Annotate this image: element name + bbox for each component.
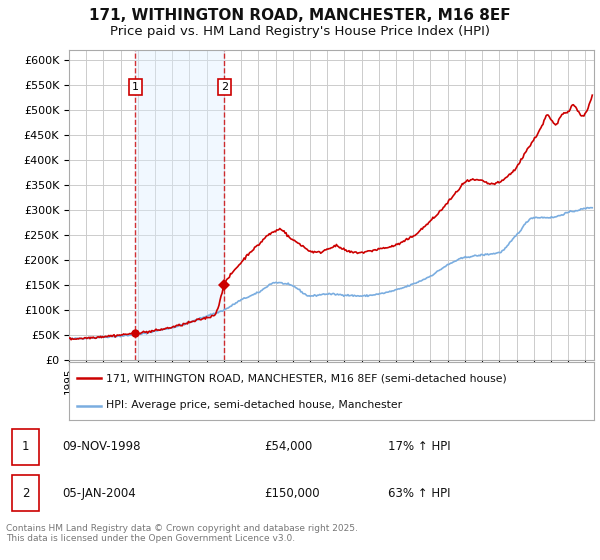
Text: Contains HM Land Registry data © Crown copyright and database right 2025.
This d: Contains HM Land Registry data © Crown c… bbox=[6, 524, 358, 543]
Text: 17% ↑ HPI: 17% ↑ HPI bbox=[388, 441, 451, 454]
Text: 2: 2 bbox=[22, 487, 29, 500]
Text: Price paid vs. HM Land Registry's House Price Index (HPI): Price paid vs. HM Land Registry's House … bbox=[110, 26, 490, 39]
FancyBboxPatch shape bbox=[12, 429, 39, 465]
Text: 09-NOV-1998: 09-NOV-1998 bbox=[62, 441, 140, 454]
Text: 63% ↑ HPI: 63% ↑ HPI bbox=[388, 487, 451, 500]
Bar bbox=[136, 50, 224, 360]
Text: 1: 1 bbox=[132, 82, 139, 92]
Text: 171, WITHINGTON ROAD, MANCHESTER, M16 8EF: 171, WITHINGTON ROAD, MANCHESTER, M16 8E… bbox=[89, 7, 511, 22]
Text: 05-JAN-2004: 05-JAN-2004 bbox=[62, 487, 136, 500]
Text: 2: 2 bbox=[221, 82, 228, 92]
Text: £150,000: £150,000 bbox=[265, 487, 320, 500]
Text: 171, WITHINGTON ROAD, MANCHESTER, M16 8EF (semi-detached house): 171, WITHINGTON ROAD, MANCHESTER, M16 8E… bbox=[106, 374, 506, 383]
Text: HPI: Average price, semi-detached house, Manchester: HPI: Average price, semi-detached house,… bbox=[106, 400, 402, 410]
Text: £54,000: £54,000 bbox=[265, 441, 313, 454]
FancyBboxPatch shape bbox=[12, 475, 39, 511]
Text: 1: 1 bbox=[22, 441, 29, 454]
